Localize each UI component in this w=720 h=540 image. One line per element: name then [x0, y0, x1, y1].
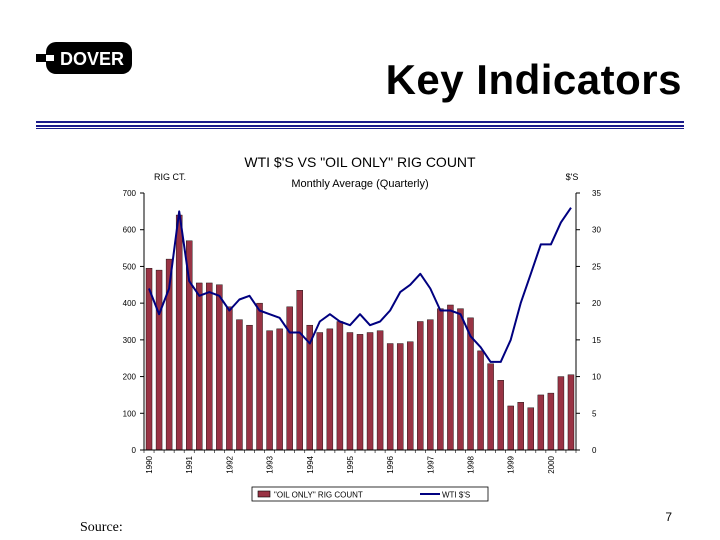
right-tick-label: 35: [592, 189, 601, 198]
rig-count-bar: [206, 282, 213, 451]
left-tick-label: 600: [123, 226, 137, 235]
rig-count-bar: [336, 321, 344, 451]
x-tick-label: 1997: [426, 455, 435, 473]
rig-count-bar: [457, 308, 464, 451]
rig-count-bar: [276, 328, 283, 451]
rig-count-bar: [246, 324, 253, 451]
rig-count-bar: [427, 319, 434, 451]
x-tick-label: 1993: [266, 455, 275, 473]
logo-text: DOVER: [60, 49, 124, 69]
rig-count-bar: [296, 290, 303, 451]
rig-count-bar: [175, 214, 183, 451]
wti-price-line: [148, 207, 572, 363]
left-tick-label: 200: [123, 373, 137, 382]
rig-count-bar: [316, 332, 324, 451]
rig-count-bar: [497, 380, 504, 451]
rig-count-bar: [507, 405, 514, 451]
rig-count-bar: [216, 284, 223, 451]
rig-count-bar: [226, 306, 233, 451]
rig-count-bar: [447, 304, 454, 451]
rig-count-bar: [487, 363, 494, 451]
x-tick-label: 1999: [507, 455, 516, 473]
rig-count-bar: [537, 394, 545, 451]
right-tick-label: 0: [592, 446, 597, 455]
legend-box: [251, 486, 489, 502]
dover-logo: DOVER: [36, 42, 132, 74]
legend-line-label: WTI $'S: [442, 491, 470, 500]
left-tick-label: 0: [132, 446, 137, 455]
right-tick-label: 20: [592, 299, 601, 308]
right-tick-label: 15: [592, 336, 601, 345]
rig-count-bar: [517, 402, 524, 451]
left-tick-label: 100: [123, 409, 137, 418]
left-tick-label: 400: [123, 299, 137, 308]
rig-count-bar: [417, 321, 424, 451]
page-number: 7: [665, 510, 672, 524]
rig-count-bar: [477, 350, 484, 451]
left-axis-label: RIG CT.: [154, 172, 186, 182]
rig-count-bar: [346, 332, 354, 451]
right-tick-label: 10: [592, 373, 601, 382]
rig-count-bar: [557, 376, 565, 451]
title-rule-1: [36, 121, 684, 123]
rig-count-bar: [407, 341, 414, 451]
right-axis-label: $'S: [566, 172, 579, 182]
rig-count-bar: [567, 374, 575, 451]
left-tick-label: 300: [123, 336, 137, 345]
page-title: Key Indicators: [385, 56, 682, 103]
legend-bar-label: "OIL ONLY" RIG COUNT: [274, 491, 363, 500]
source-label: Source:: [80, 520, 123, 535]
rig-count-bar: [396, 343, 404, 451]
right-tick-label: 30: [592, 226, 601, 235]
rig-count-bar: [356, 334, 364, 451]
x-tick-label: 1992: [225, 455, 234, 473]
rig-count-bar: [386, 343, 394, 451]
x-tick-label: 1994: [306, 455, 315, 473]
left-tick-label: 500: [123, 262, 137, 271]
rig-count-bar: [437, 308, 444, 451]
chart-subtitle: Monthly Average (Quarterly): [291, 178, 428, 190]
rig-count-bar: [155, 269, 163, 451]
chart-title: WTI $'S VS "OIL ONLY" RIG COUNT: [244, 154, 476, 170]
chart-legend: "OIL ONLY" RIG COUNT WTI $'S: [251, 486, 489, 502]
right-tick-label: 5: [592, 409, 597, 418]
legend-bar-swatch: [257, 490, 271, 498]
title-rule-2: [36, 125, 684, 127]
x-tick-label: 1995: [346, 455, 355, 473]
rig-count-bar: [266, 330, 273, 451]
rig-count-bar: [196, 282, 203, 451]
rig-count-bar: [326, 328, 334, 451]
rig-count-bar: [376, 330, 384, 451]
rig-count-bar: [256, 302, 263, 451]
right-tick-label: 25: [592, 262, 601, 271]
rig-count-bar: [236, 319, 243, 451]
x-tick-label: 1998: [467, 455, 476, 473]
x-tick-label: 1990: [145, 455, 154, 473]
left-tick-label: 700: [123, 189, 137, 198]
rig-count-bar: [527, 407, 535, 451]
x-tick-label: 1991: [185, 455, 194, 473]
x-tick-label: 1996: [386, 455, 395, 473]
rig-count-bar: [366, 332, 374, 451]
x-tick-label: 2000: [547, 455, 556, 473]
rig-count-bar: [547, 392, 555, 451]
title-rule-3: [36, 128, 684, 129]
